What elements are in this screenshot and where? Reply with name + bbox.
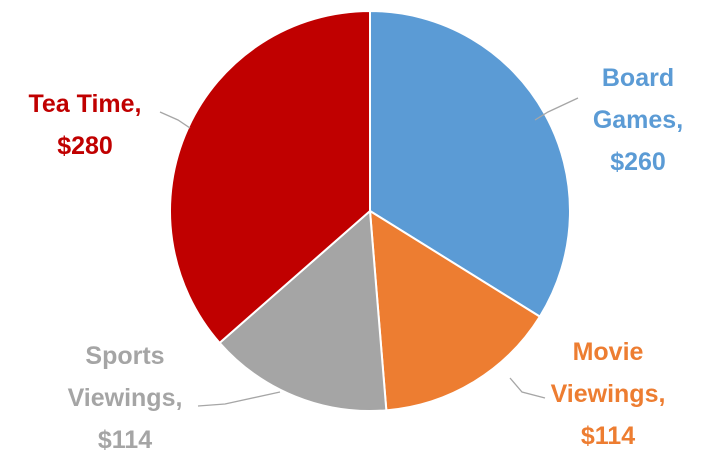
leader-line-sports-viewings	[197, 391, 281, 407]
data-label-line: Viewings,	[551, 380, 666, 408]
data-label-board-games: Board Games, $260	[593, 64, 683, 176]
pie-slice-movie-viewings	[368, 209, 542, 412]
pie-slice-sports-viewings	[218, 208, 388, 412]
leader-lines	[159, 97, 579, 407]
data-label-line: $114	[98, 426, 152, 454]
data-label-movie-viewings: Movie Viewings, $114	[551, 338, 666, 450]
leader-line-board-games	[534, 97, 579, 121]
data-label-line: Tea Time,	[28, 90, 141, 118]
pie-slice-tea-time	[169, 9, 371, 345]
leader-line-tea-time	[159, 111, 191, 129]
data-label-tea-time: Tea Time, $280	[28, 90, 141, 160]
data-label-line: Board	[602, 64, 674, 92]
leader-line-movie-viewings	[509, 377, 546, 399]
data-label-line: Viewings,	[68, 384, 183, 412]
data-label-line: Sports	[85, 342, 164, 370]
data-label-line: $260	[610, 148, 666, 176]
data-label-line: Games,	[593, 106, 683, 134]
pie-slices	[169, 9, 571, 412]
data-label-line: Movie	[573, 338, 644, 366]
data-labels: Board Games, $260 Movie Viewings, $114 Sports V…	[28, 64, 683, 454]
data-label-sports-viewings: Sports Viewings, $114	[68, 342, 183, 454]
data-label-line: $280	[57, 132, 113, 160]
data-label-line: $114	[581, 422, 635, 450]
